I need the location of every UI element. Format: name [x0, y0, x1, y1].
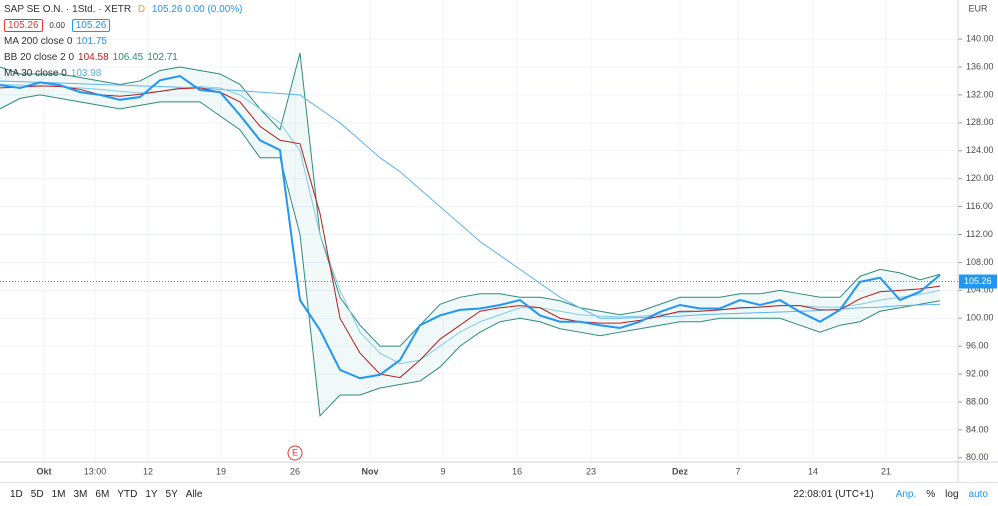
toolbar-item[interactable]: 1M — [51, 489, 66, 500]
toolbar-item[interactable]: 6M — [95, 489, 110, 500]
bid[interactable]: 105.26 — [4, 19, 43, 32]
toolbar-item[interactable]: Anp. — [895, 489, 917, 500]
y-tick-label: 124.00 — [966, 145, 994, 155]
x-tick-label: 19 — [216, 466, 226, 476]
x-tick-label: 16 — [512, 466, 522, 476]
currency: EUR — [968, 3, 988, 13]
y-tick-label: 108.00 — [966, 257, 994, 267]
x-tick-label: 26 — [290, 466, 300, 476]
x-tick-label: 23 — [586, 466, 596, 476]
x-tick-label: Nov — [361, 466, 378, 476]
indicator-value: 103.98 — [70, 68, 102, 79]
x-tick-label: 7 — [735, 466, 740, 476]
indicator: BB 20 close 2 0 — [4, 52, 75, 63]
spread: 0.00 — [49, 21, 65, 30]
last-price-box — [959, 274, 997, 289]
toolbar-item[interactable]: 5D — [30, 489, 44, 500]
toolbar-item[interactable]: % — [926, 489, 936, 500]
x-tick-label: 13:00 — [84, 466, 107, 476]
y-tick-label: 128.00 — [966, 117, 994, 127]
indicator-value: 102.71 — [147, 52, 178, 63]
toolbar-item[interactable]: 22:08:01 (UTC+1) — [793, 489, 874, 500]
y-tick-label: 104.00 — [966, 285, 994, 295]
y-tick-label: 92.00 — [966, 368, 989, 378]
y-tick-label: 80.00 — [966, 452, 989, 462]
x-tick-label: 14 — [808, 466, 818, 476]
y-tick-label: 140.00 — [966, 33, 994, 43]
x-tick-label: 21 — [881, 466, 891, 476]
toolbar-item[interactable]: log — [945, 489, 959, 500]
indicator-value: 106.45 — [112, 52, 144, 63]
change: 105.26 0.00 (0.00%) — [151, 4, 243, 15]
x-tick-label: Okt — [36, 466, 51, 476]
y-tick-label: 132.00 — [966, 89, 994, 99]
ask[interactable]: 105.26 — [71, 19, 111, 32]
chart: 80.00 84.00 88.00 92.00 96.00 100.00 104.00 108… — [0, 0, 998, 482]
toolbar: 1D 5D 1M 3M 6M YTD 1Y 5Y Alle 22:08:01 (UTC+1) Anp… — [0, 482, 998, 506]
symbol: SAP SE O.N. · 1Std. · XETR — [4, 4, 132, 15]
toolbar-item[interactable]: YTD — [117, 489, 138, 500]
toolbar-item[interactable]: Alle — [185, 489, 203, 500]
event-label: E — [292, 447, 298, 457]
series-line — [0, 52, 941, 347]
y-tick-label: 84.00 — [966, 424, 989, 434]
y-tick-label: 112.00 — [966, 229, 993, 239]
indicator-value: 104.58 — [78, 52, 109, 63]
y-tick-label: 88.00 — [966, 396, 989, 406]
toolbar-item[interactable]: auto — [968, 489, 988, 500]
indicator: MA 30 close 0 — [4, 68, 67, 79]
indicator: MA 200 close 0 — [4, 36, 73, 47]
legend: SAP SE O.N. · 1Std. · XETR D 105.26 0.00… — [4, 2, 247, 82]
series-line — [0, 85, 941, 379]
y-tick-label: 116.00 — [966, 201, 993, 211]
badge: D — [137, 4, 146, 15]
y-tick-label: 136.00 — [966, 61, 994, 71]
series-line — [0, 80, 941, 319]
toolbar-item[interactable]: 1D — [10, 489, 23, 500]
x-tick-label: Dez — [672, 466, 689, 476]
toolbar-item[interactable]: 1Y — [145, 489, 158, 500]
y-tick-label: 120.00 — [966, 173, 994, 183]
event-marker — [287, 445, 303, 461]
y-tick-label: 100.00 — [966, 313, 994, 323]
indicator-value: 101.75 — [76, 36, 107, 47]
x-tick-label: 12 — [143, 466, 153, 476]
series-line — [0, 94, 941, 418]
series-line — [0, 75, 941, 380]
x-tick-label: 9 — [440, 466, 445, 476]
last-price-label: 105.26 — [964, 276, 992, 286]
y-tick-label: 96.00 — [966, 341, 989, 351]
toolbar-item[interactable]: 3M — [73, 489, 88, 500]
toolbar-item[interactable]: 5Y — [165, 489, 178, 500]
